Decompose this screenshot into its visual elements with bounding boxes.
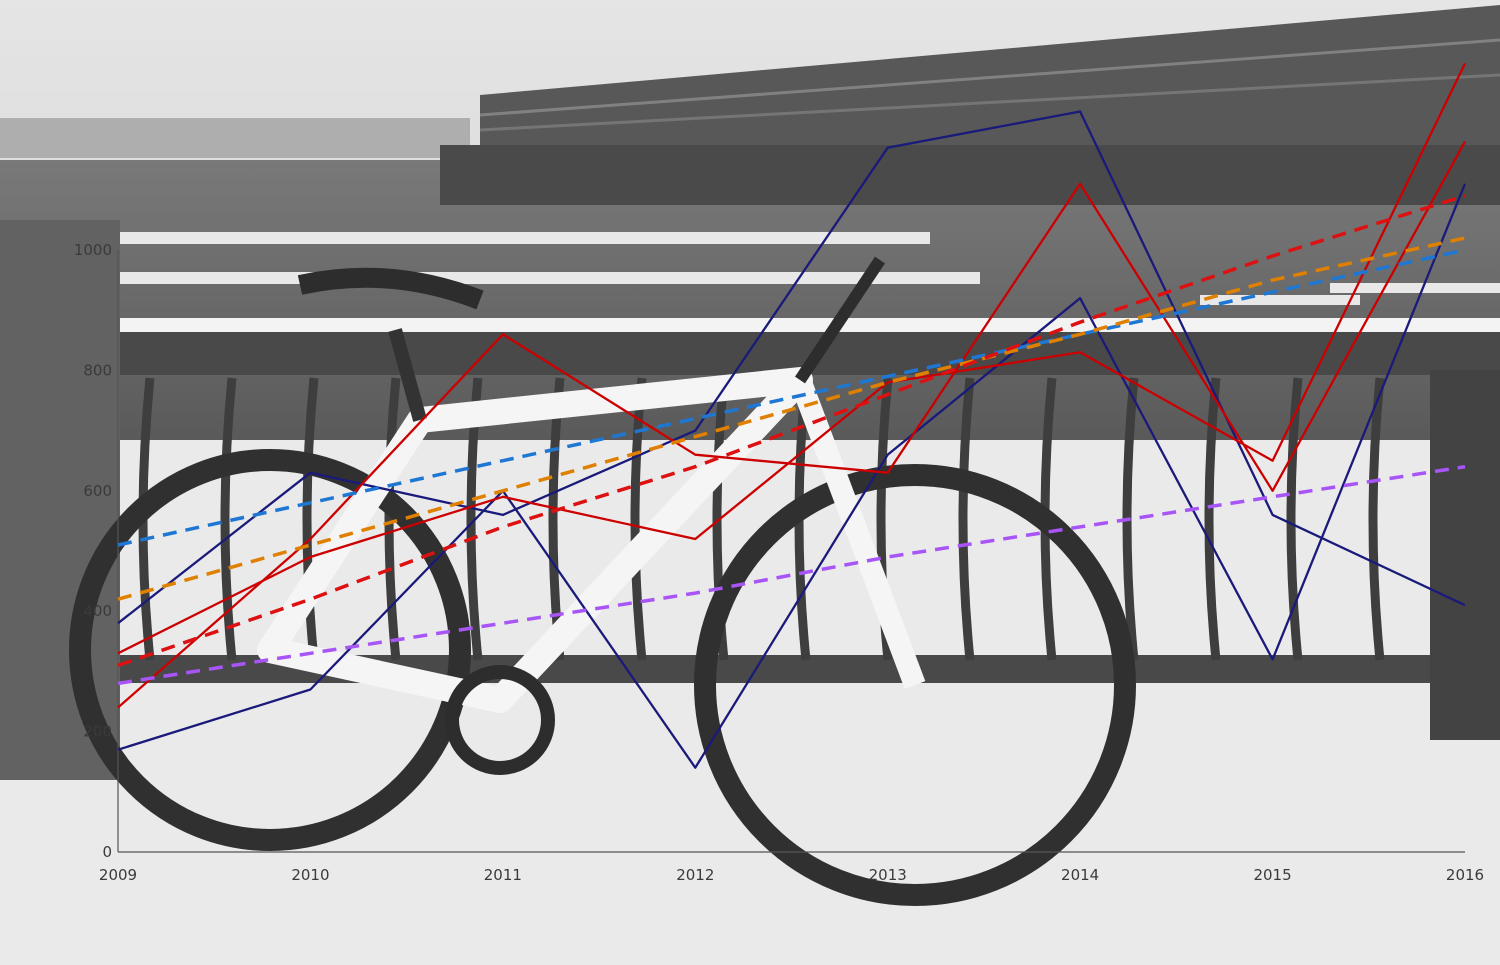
- marina-building: [440, 5, 1500, 205]
- series-line-7: [117, 194, 1466, 668]
- y-tick-label: 800: [83, 361, 112, 379]
- bicycle: [69, 256, 1136, 906]
- x-tick-label: 2012: [676, 866, 714, 884]
- series-line-4: [117, 62, 1467, 655]
- railing-bar: [220, 377, 237, 661]
- series-line-1: [117, 110, 1466, 625]
- snow-ground: [0, 440, 1500, 965]
- x-tick-labels: 2009 2010 2011 2012 2013 2014 2015 2016: [99, 866, 1484, 884]
- railing-bar: [302, 377, 319, 661]
- x-tick-label: 2015: [1253, 866, 1291, 884]
- y-tick-label: 600: [83, 482, 112, 500]
- series-line-8: [117, 464, 1466, 686]
- series-layer: [117, 62, 1467, 769]
- x-tick-label: 2009: [99, 866, 137, 884]
- y-tick-labels: 0 200 400 600 800 1000: [74, 241, 112, 861]
- series-line-2: [117, 183, 1467, 769]
- series-line-6: [117, 236, 1466, 601]
- y-tick-label: 200: [83, 723, 112, 741]
- series-line-5: [117, 248, 1466, 547]
- series-line-3: [117, 141, 1467, 709]
- right-pillar: [1430, 370, 1500, 740]
- railing-bar: [384, 377, 401, 661]
- x-tick-label: 2010: [291, 866, 329, 884]
- left-pillar: [0, 220, 120, 780]
- railing-bar: [630, 377, 647, 661]
- far-shore: [0, 118, 470, 158]
- x-tick-label: 2014: [1061, 866, 1099, 884]
- y-tick-label: 1000: [74, 241, 112, 259]
- railing-bar: [1204, 377, 1221, 661]
- x-tick-label: 2013: [869, 866, 907, 884]
- x-tick-label: 2011: [484, 866, 522, 884]
- railing-bar: [958, 377, 975, 661]
- chart-axes: [117, 250, 1465, 853]
- railing-bar: [1368, 377, 1385, 661]
- y-tick-label: 0: [102, 843, 112, 861]
- x-tick-label: 2016: [1446, 866, 1484, 884]
- y-tick-label: 400: [83, 602, 112, 620]
